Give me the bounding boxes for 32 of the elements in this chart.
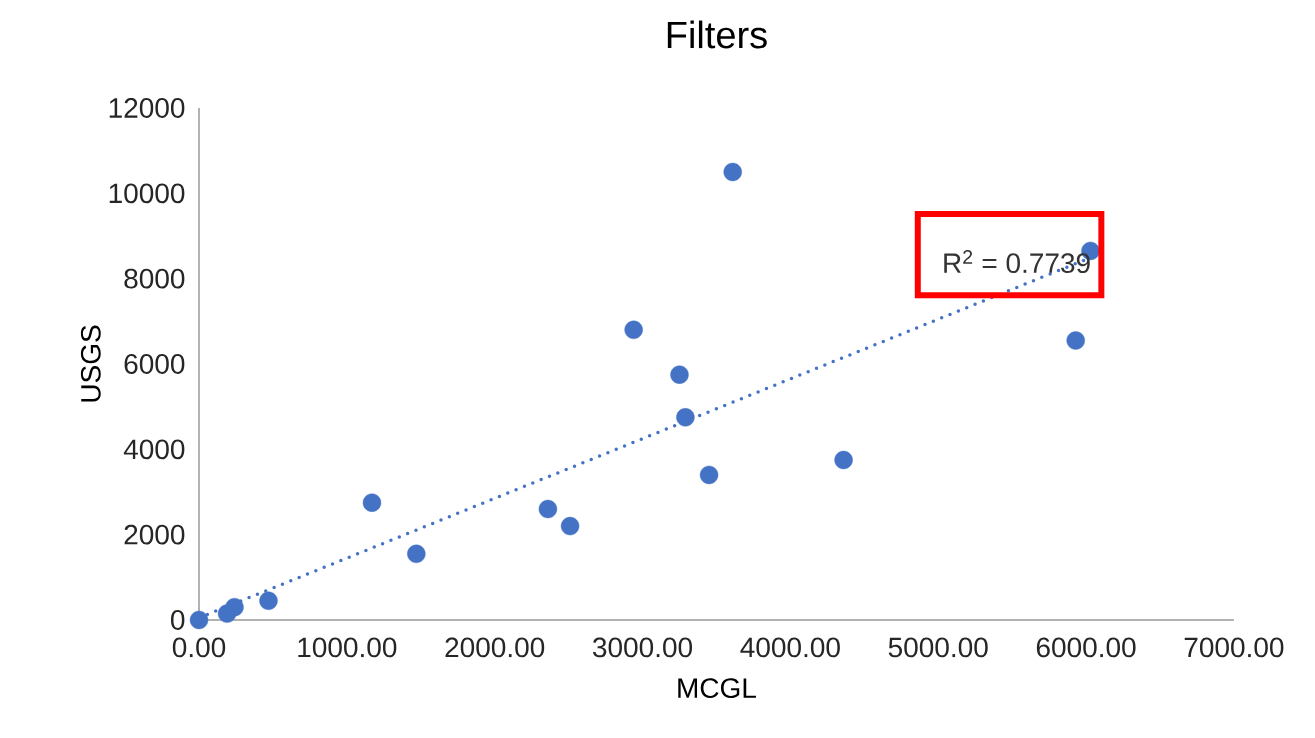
- x-tick-label: 5000.00: [888, 637, 988, 658]
- x-tick-label: 2000.00: [445, 637, 545, 658]
- x-tick-label: 7000.00: [1184, 637, 1284, 658]
- point: [1066, 331, 1085, 350]
- chart-title: Filters: [667, 20, 767, 49]
- x-axis-title: MCGL: [678, 678, 756, 699]
- y-tick-label: 6000: [124, 354, 185, 374]
- x-tick-label: 0.00: [172, 637, 226, 658]
- point: [676, 408, 695, 427]
- point: [670, 365, 689, 384]
- x-tick-label: 4000.00: [740, 637, 840, 658]
- point: [723, 162, 742, 182]
- point: [225, 597, 244, 617]
- y-tick-label: 8000: [124, 268, 185, 289]
- y-tick-label: 10000: [109, 183, 185, 204]
- point: [189, 610, 209, 630]
- point: [259, 591, 278, 610]
- x-tick-label: 6000.00: [1036, 637, 1136, 658]
- point: [560, 516, 580, 536]
- x-tick-label: 1000.00: [298, 637, 397, 658]
- y-axis-title: USGS: [80, 325, 101, 402]
- x-tick-label: 3000.00: [592, 637, 693, 658]
- point: [624, 320, 643, 340]
- y-tick-label: 0: [171, 610, 185, 630]
- point: [699, 465, 719, 485]
- point: [362, 493, 382, 512]
- y-tick-label: 2000: [124, 524, 185, 545]
- y-tick-label: 12000: [109, 98, 185, 118]
- point: [407, 544, 426, 564]
- point: [834, 450, 853, 470]
- point: [538, 499, 558, 519]
- y-tick-label: 4000: [123, 439, 185, 460]
